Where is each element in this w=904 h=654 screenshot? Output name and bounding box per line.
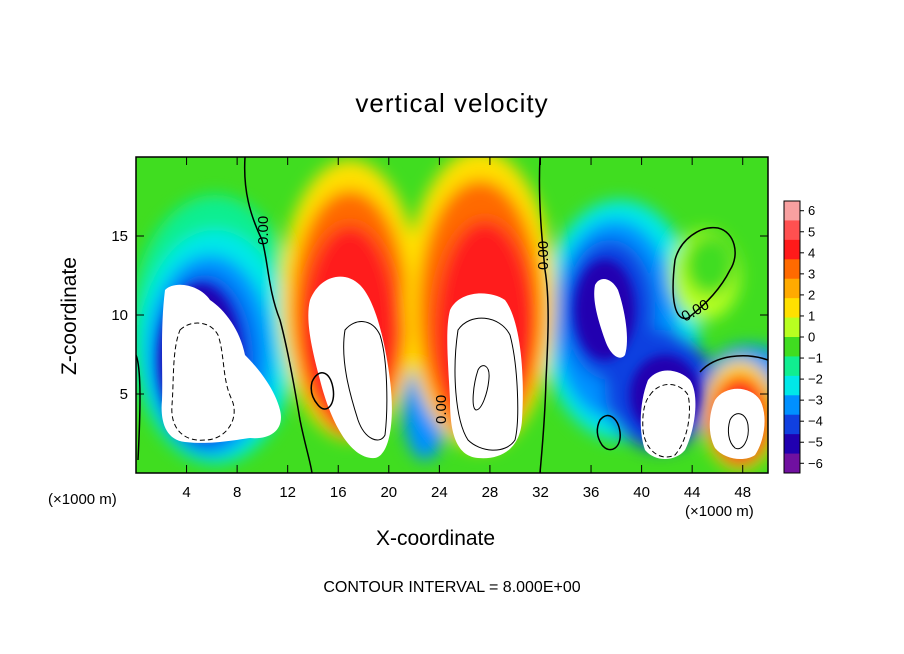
colorbar-swatch <box>784 317 800 338</box>
contour-interval-note: CONTOUR INTERVAL = 8.000E+00 <box>323 579 581 596</box>
x-unit-label-right: (×1000 m) <box>685 503 754 520</box>
colorbar-tick-label: 0 <box>808 330 815 345</box>
colorbar-swatch <box>784 239 800 260</box>
x-tick-label: 24 <box>431 484 448 501</box>
chart-title: vertical velocity <box>355 88 549 118</box>
colorbar-swatch <box>784 201 800 221</box>
colorbar-tick-label: −2 <box>808 372 823 387</box>
x-tick-label: 4 <box>182 484 190 501</box>
x-tick-label: 36 <box>583 484 600 501</box>
axis-ticks <box>136 157 768 473</box>
colorbar <box>783 200 804 474</box>
x-tick-label: 48 <box>734 484 751 501</box>
colorbar-swatch <box>784 414 800 435</box>
colorbar-tick-label: 2 <box>808 287 815 302</box>
colorbar-tick-label: 3 <box>808 266 815 281</box>
colorbar-swatch <box>784 298 800 319</box>
contour-label: 0.00 <box>433 395 450 424</box>
x-tick-label: 32 <box>532 484 549 501</box>
colorbar-swatch <box>784 453 800 474</box>
x-tick-label: 12 <box>279 484 296 501</box>
colorbar-swatch <box>784 337 800 357</box>
colorbar-tick-label: 4 <box>808 245 815 260</box>
x-tick-label: 20 <box>380 484 397 501</box>
x-tick-label: 40 <box>633 484 650 501</box>
x-tick-label: 44 <box>684 484 701 501</box>
colorbar-tick-label: 1 <box>808 308 815 323</box>
plot-field: 0.00 0.00 0.00 0.00 <box>136 157 768 473</box>
colorbar-labels: 6 5 4 3 2 1 0 −1 −2 −3 −4 −5 −6 <box>808 203 823 471</box>
colorbar-tick-label: −5 <box>808 435 823 450</box>
contour-label: 0.00 <box>255 216 272 245</box>
inner-contours <box>343 317 749 451</box>
colorbar-swatch <box>784 375 800 396</box>
y-tick-label: 15 <box>111 228 128 245</box>
x-tick-label: 8 <box>233 484 241 501</box>
negative-contours <box>171 322 690 458</box>
colorbar-tick-label: −1 <box>808 351 823 366</box>
colorbar-tick-label: −4 <box>808 414 823 429</box>
colorbar-tick-label: 5 <box>808 224 815 239</box>
y-tick-label: 5 <box>120 386 128 403</box>
colorbar-tick-label: −6 <box>808 456 823 471</box>
x-unit-label-left: (×1000 m) <box>48 491 117 508</box>
y-tick-label: 10 <box>111 307 128 324</box>
x-axis-label: X-coordinate <box>376 527 496 550</box>
colorbar-swatch <box>784 434 800 455</box>
colorbar-swatch <box>784 259 800 280</box>
colorbar-swatch <box>784 356 800 377</box>
colorbar-swatch <box>784 220 800 241</box>
colorbar-tick-label: −3 <box>808 393 823 408</box>
x-tick-label: 16 <box>330 484 347 501</box>
colorbar-swatch <box>784 395 800 416</box>
colorbar-tick-label: 6 <box>808 203 815 218</box>
contour-label: 0.00 <box>535 241 552 270</box>
colorbar-swatch <box>784 278 800 299</box>
x-tick-label: 28 <box>482 484 499 501</box>
zero-contours <box>136 157 768 473</box>
